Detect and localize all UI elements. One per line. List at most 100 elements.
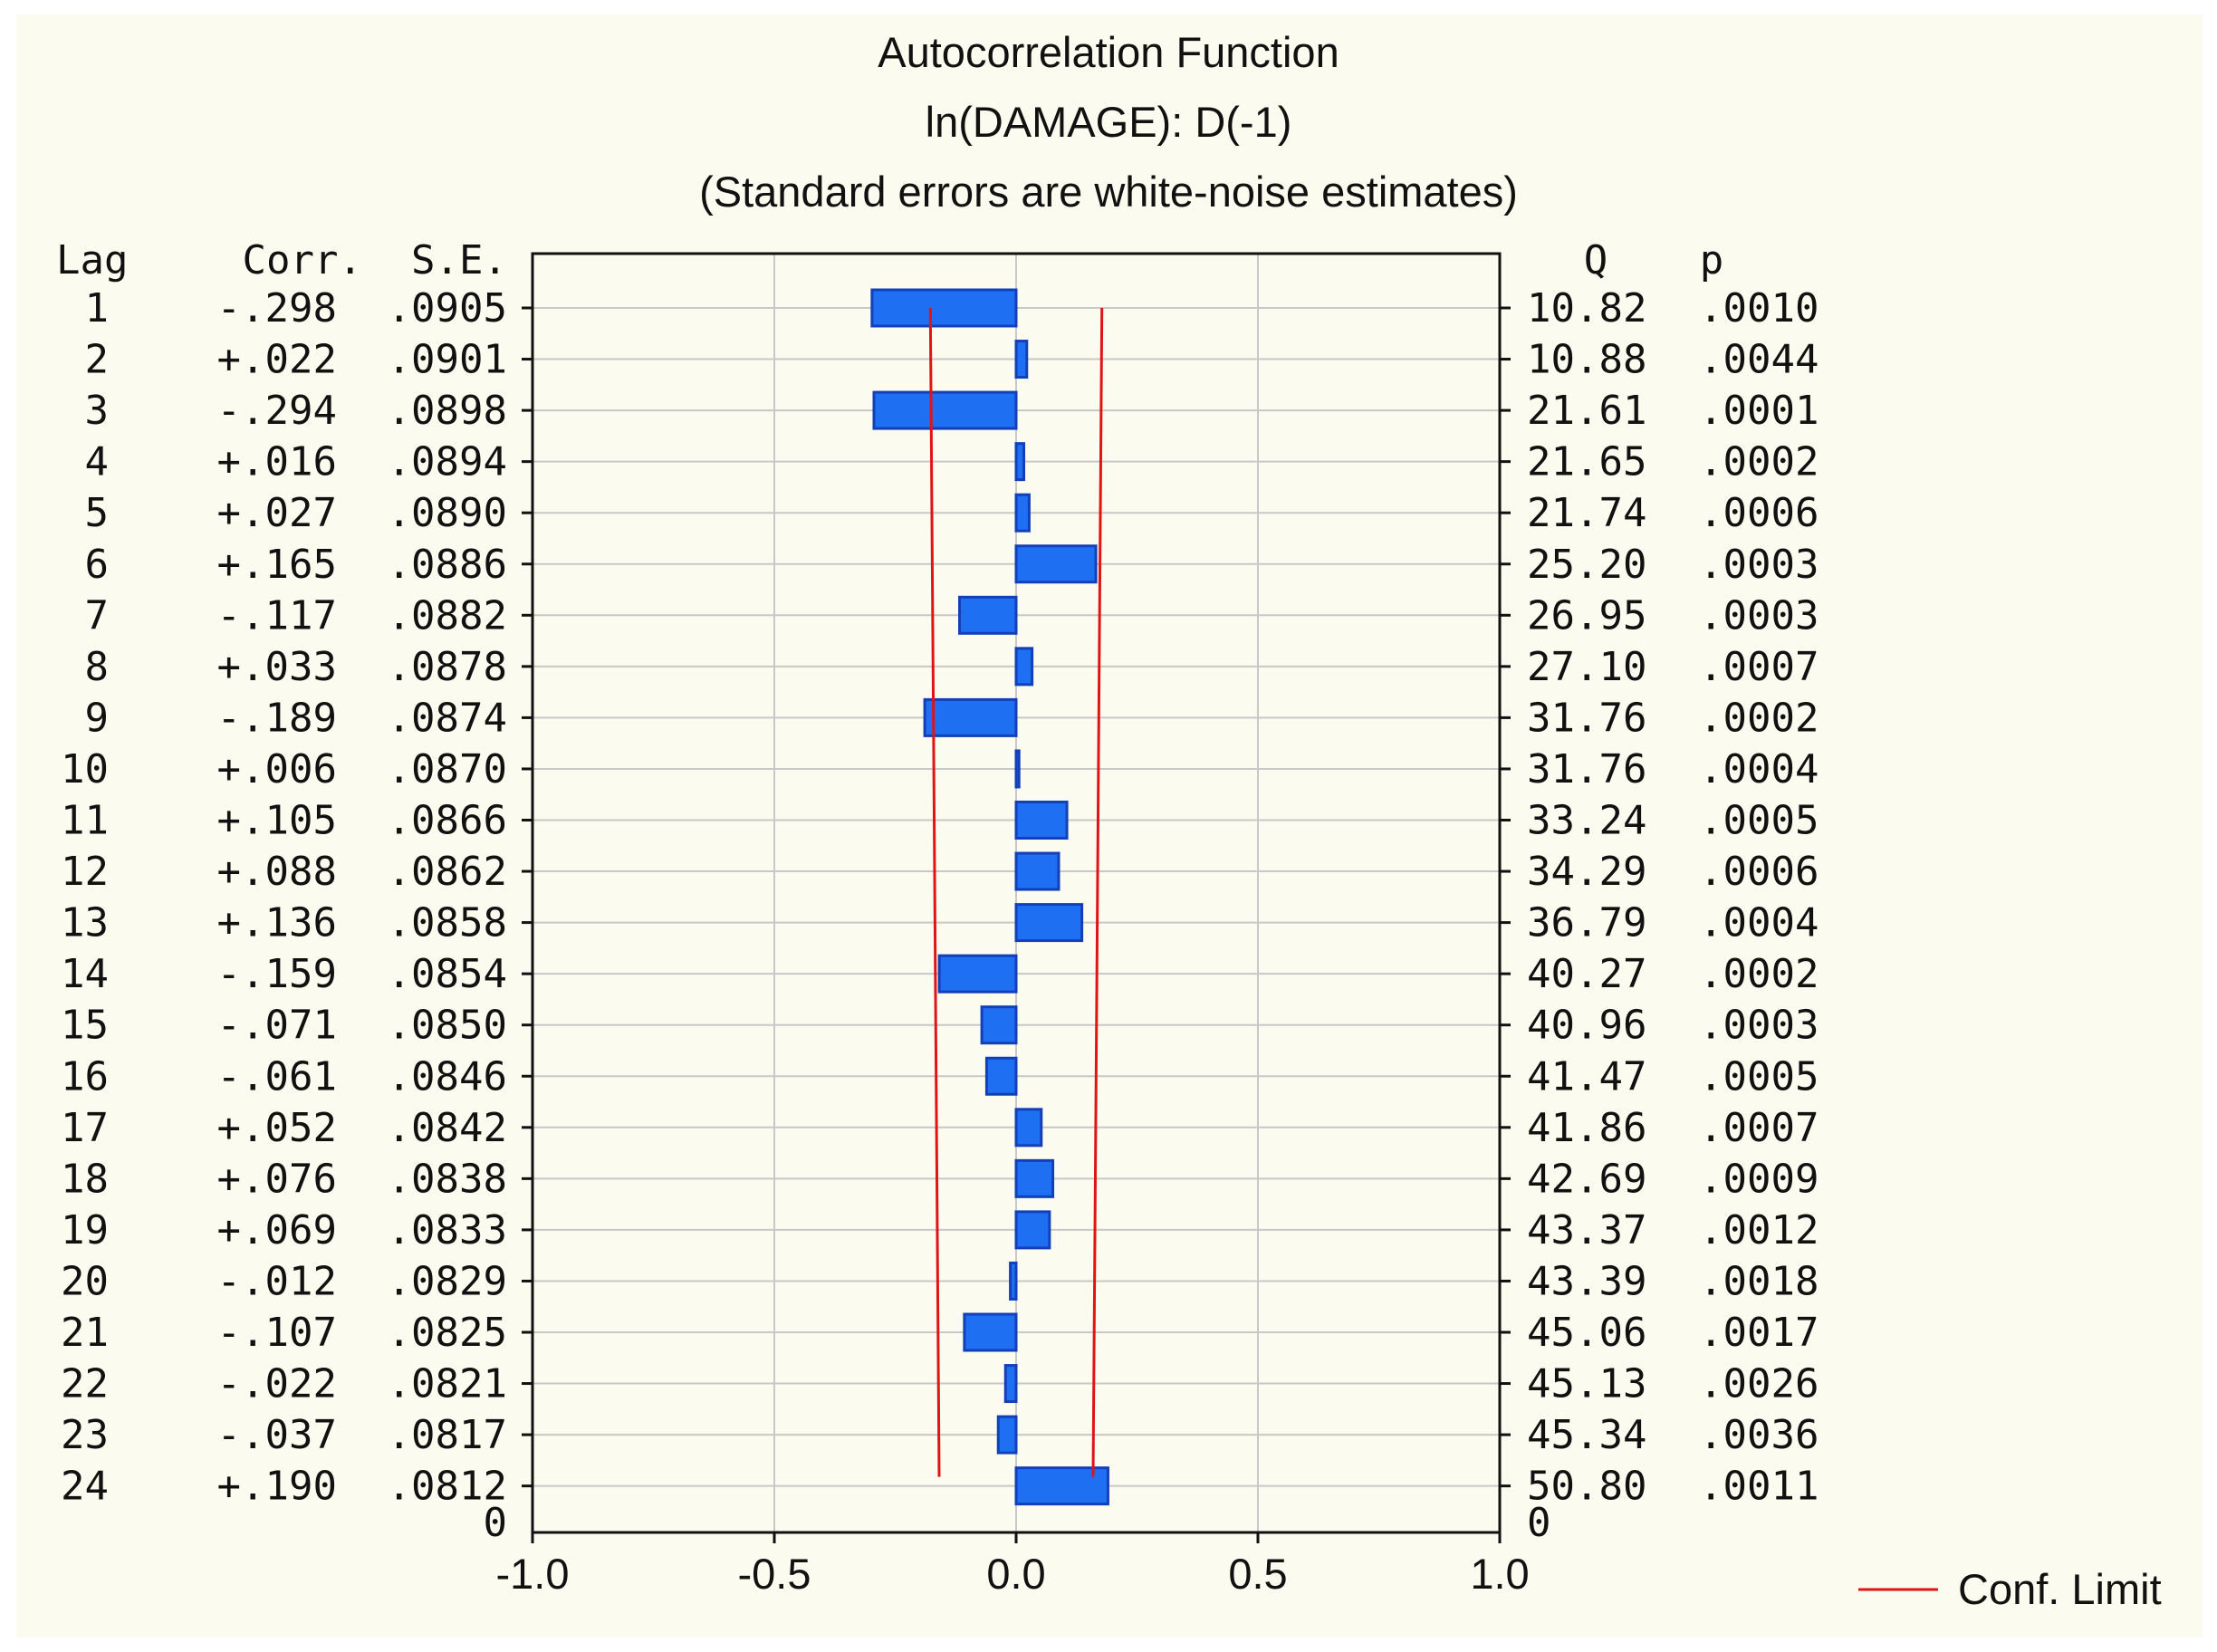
q-label: 36.79 xyxy=(1527,900,1646,946)
acf-bar-lag-15 xyxy=(980,1005,1018,1045)
se-label: .0825 xyxy=(388,1310,507,1356)
legend: Conf. Limit xyxy=(1858,1565,2162,1613)
lag-label: 18 xyxy=(61,1156,109,1202)
p-label: .0004 xyxy=(1699,900,1819,946)
q-label: 27.10 xyxy=(1527,644,1646,690)
acf-bar-lag-10 xyxy=(1014,749,1021,789)
corr-label: +.027 xyxy=(217,490,337,536)
p-label: .0044 xyxy=(1699,337,1819,383)
corr-label: -.037 xyxy=(217,1412,337,1458)
p-label: .0003 xyxy=(1699,1003,1819,1049)
corr-label: -.159 xyxy=(217,951,337,997)
q-label: 10.88 xyxy=(1527,337,1646,383)
lag-label: 6 xyxy=(85,542,110,588)
column-header-lag: Lag xyxy=(56,237,128,283)
acf-bar-lag-12 xyxy=(1014,851,1061,891)
corr-label: +.052 xyxy=(217,1105,337,1151)
acf-bar-lag-6 xyxy=(1014,544,1098,584)
corr-label: +.022 xyxy=(217,337,337,383)
q-label: 21.65 xyxy=(1527,439,1646,485)
conf-limit-upper-line xyxy=(1091,307,1104,1477)
plot-frame xyxy=(531,252,1502,1534)
q-label: 50.80 xyxy=(1527,1464,1646,1510)
conf-limit-layer xyxy=(928,307,1104,1477)
p-label: .0009 xyxy=(1699,1156,1819,1202)
se-label: .0882 xyxy=(388,592,507,639)
q-label: 45.34 xyxy=(1527,1412,1646,1458)
q-label: 10.82 xyxy=(1527,285,1646,331)
lag-label: 16 xyxy=(61,1053,109,1100)
acf-bar-lag-3 xyxy=(872,390,1018,430)
acf-bar-lag-17 xyxy=(1014,1108,1043,1148)
q-label: 34.29 xyxy=(1527,849,1646,895)
lag-label: 17 xyxy=(61,1105,109,1151)
p-label: .0006 xyxy=(1699,490,1819,536)
q-label: 43.37 xyxy=(1527,1207,1646,1253)
se-label: .0878 xyxy=(388,644,507,690)
acf-bar-lag-5 xyxy=(1014,493,1031,533)
lag-label: 19 xyxy=(61,1207,109,1253)
acf-bar-lag-18 xyxy=(1014,1158,1055,1198)
p-label: .0010 xyxy=(1699,285,1819,331)
se-label: .0829 xyxy=(388,1258,507,1304)
se-label: .0886 xyxy=(388,542,507,588)
column-header-se: S.E. xyxy=(411,237,507,283)
p-label: .0007 xyxy=(1699,644,1819,690)
column-header-q: Q xyxy=(1584,237,1608,283)
x-tick-label: -0.5 xyxy=(738,1550,811,1598)
corr-label: +.016 xyxy=(217,439,337,485)
chart-note: (Standard errors are white-noise estimat… xyxy=(699,168,1518,216)
lag-label: 11 xyxy=(61,798,109,844)
p-label: .0004 xyxy=(1699,746,1819,792)
corr-label: -.012 xyxy=(217,1258,337,1304)
q-label: 45.06 xyxy=(1527,1310,1646,1356)
se-label: .0874 xyxy=(388,695,507,741)
corr-label: -.107 xyxy=(217,1310,337,1356)
p-label: .0002 xyxy=(1699,695,1819,741)
se-label: .0821 xyxy=(388,1361,507,1407)
se-label: .0894 xyxy=(388,439,507,485)
p-label: .0002 xyxy=(1699,439,1819,485)
lag-label: 8 xyxy=(85,644,110,690)
lag-label: 20 xyxy=(61,1258,109,1304)
se-label: .0901 xyxy=(388,337,507,383)
corr-label: -.117 xyxy=(217,592,337,639)
q-label: 40.27 xyxy=(1527,951,1646,997)
q-label: 31.76 xyxy=(1527,746,1646,792)
q-label: 33.24 xyxy=(1527,798,1646,844)
se-label: .0898 xyxy=(388,388,507,434)
q-label: 21.74 xyxy=(1527,490,1646,536)
p-label: .0005 xyxy=(1699,798,1819,844)
corr-label: +.069 xyxy=(217,1207,337,1253)
p-label: .0036 xyxy=(1699,1412,1819,1458)
corr-label: +.033 xyxy=(217,644,337,690)
lag-label: 10 xyxy=(61,746,109,792)
corr-label: +.006 xyxy=(217,746,337,792)
p-label: .0017 xyxy=(1699,1310,1819,1356)
p-label: .0003 xyxy=(1699,542,1819,588)
acf-bar-lag-22 xyxy=(1003,1364,1018,1404)
lag-label: 5 xyxy=(85,490,110,536)
p-label: .0006 xyxy=(1699,849,1819,895)
chart-title: Autocorrelation Function xyxy=(878,28,1339,76)
lag-label: 2 xyxy=(85,337,110,383)
se-label: .0858 xyxy=(388,900,507,946)
q-label: 26.95 xyxy=(1527,592,1646,639)
se-label: .0890 xyxy=(388,490,507,536)
acf-bar-lag-8 xyxy=(1014,647,1034,687)
acf-bar-lag-13 xyxy=(1014,903,1084,943)
se-label: .0842 xyxy=(388,1105,507,1151)
se-label: .0854 xyxy=(388,951,507,997)
p-label: .0003 xyxy=(1699,592,1819,639)
p-label: .0002 xyxy=(1699,951,1819,997)
lag-label: 4 xyxy=(85,439,110,485)
p-label: .0026 xyxy=(1699,1361,1819,1407)
q-label: 41.86 xyxy=(1527,1105,1646,1151)
corr-label: +.105 xyxy=(217,798,337,844)
column-header-p: p xyxy=(1700,237,1724,283)
q-label: 42.69 xyxy=(1527,1156,1646,1202)
lag-label: 22 xyxy=(61,1361,109,1407)
corr-label: -.071 xyxy=(217,1003,337,1049)
acf-bar-lag-9 xyxy=(923,697,1018,737)
